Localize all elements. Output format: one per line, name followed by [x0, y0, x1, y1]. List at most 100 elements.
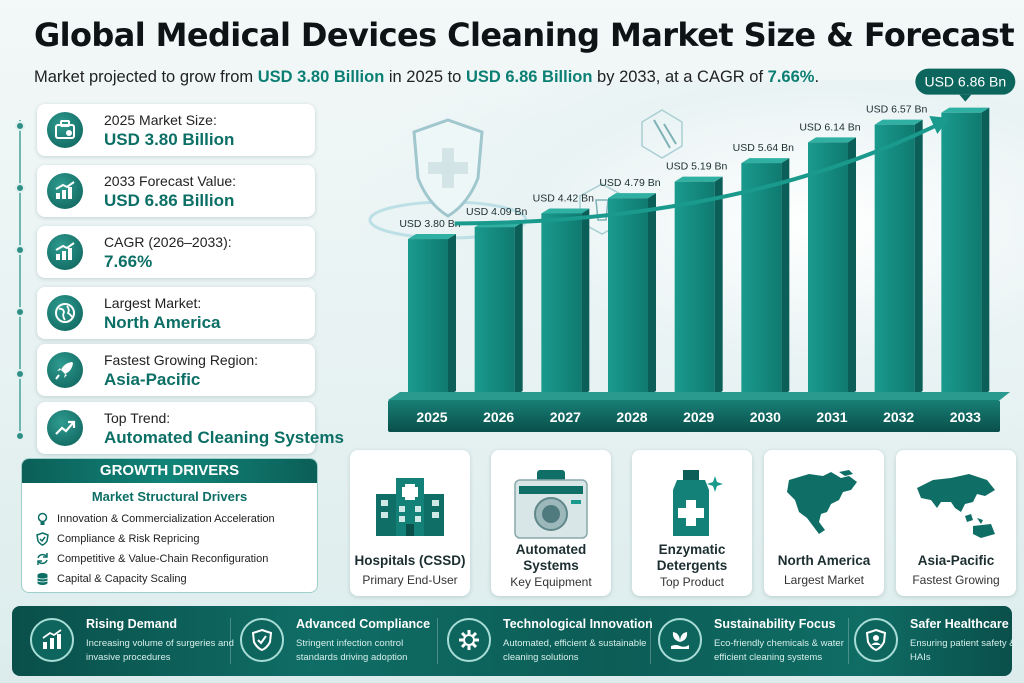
globe-icon	[47, 295, 83, 331]
stat-card-largest-market: Largest Market: North America	[37, 287, 315, 339]
segment-desc: Top Product	[659, 575, 725, 589]
trend-arrow-head	[929, 116, 950, 134]
timeline-dot	[15, 121, 25, 131]
footer-item-desc: Stringent infection control standards dr…	[296, 638, 408, 663]
x-tick-2033: 2033	[950, 409, 981, 425]
footer-divider	[437, 618, 438, 664]
footer-item-desc: Eco-friendly chemicals & water efficient…	[714, 638, 844, 663]
bar-top	[408, 234, 456, 240]
growth-trend-arrow	[454, 116, 950, 226]
stat-label: Largest Market:	[104, 295, 202, 311]
x-tick-2031: 2031	[816, 409, 847, 425]
bar-2029	[674, 176, 723, 396]
timeline-dot	[15, 431, 25, 441]
data-label-2031: USD 6.14 Bn	[799, 121, 860, 133]
footer-divider	[848, 618, 849, 664]
gear-icon	[447, 618, 491, 662]
bar-side	[448, 234, 456, 396]
x-tick-2027: 2027	[550, 409, 581, 425]
footer-item-desc: Ensuring patient safety & reducing HAIs	[910, 638, 1024, 663]
footer-item-title: Advanced Compliance	[296, 617, 431, 631]
growth-chart-icon	[47, 173, 83, 209]
bar-side	[781, 158, 790, 396]
shield-check-icon	[36, 532, 49, 546]
bar-front	[741, 163, 782, 396]
stat-label: 2033 Forecast Value:	[104, 173, 237, 189]
detergent-bottle-icon	[632, 464, 752, 544]
stat-label: CAGR (2026–2033):	[104, 234, 232, 250]
segment-card-enzymatic-detergents: Enzymatic Detergents Top Product	[632, 450, 752, 596]
bar-top	[674, 176, 723, 182]
stat-card-cagr: CAGR (2026–2033): 7.66%	[37, 226, 315, 278]
stat-card-top-trend: Top Trend: Automated Cleaning Systems	[37, 402, 344, 454]
data-label-2028: USD 4.79 Bn	[599, 177, 660, 189]
briefcase-icon	[47, 112, 83, 148]
data-label-2029: USD 5.19 Bn	[666, 161, 727, 173]
driver-item: Capital & Capacity Scaling	[36, 572, 187, 586]
bar-top	[874, 119, 923, 125]
footer-item-title: Safer Healthcare	[910, 617, 1009, 631]
data-label-2025: USD 3.80 Bn	[399, 218, 460, 230]
patient-shield-icon	[854, 618, 898, 662]
stat-card-2033-forecast: 2033 Forecast Value: USD 6.86 Billion	[37, 165, 315, 217]
bar-2027	[541, 208, 590, 396]
stats-timeline	[19, 120, 21, 440]
coins-icon	[37, 573, 48, 585]
x-tick-2028: 2028	[616, 409, 647, 425]
bar-2032	[874, 119, 923, 396]
bar-side	[581, 208, 590, 396]
highlight-badge-pointer	[959, 94, 972, 102]
footer-divider	[650, 618, 651, 664]
lightbulb-icon	[37, 512, 48, 525]
bar-front	[674, 181, 715, 396]
bar-side	[714, 176, 723, 396]
segment-card-asia-pacific: Asia-Pacific Fastest Growing	[896, 450, 1016, 596]
segment-card-automated-systems: Automated Systems Key Equipment	[491, 450, 611, 596]
segment-desc: Primary End-User	[362, 573, 458, 587]
segment-name: Asia-Pacific	[917, 553, 995, 568]
segment-name: Hospitals (CSSD)	[354, 553, 466, 568]
bar-2031	[808, 137, 856, 396]
x-tick-2030: 2030	[750, 409, 781, 425]
bar-growth-icon	[30, 618, 74, 662]
bar-top	[808, 137, 856, 143]
bar-front	[474, 227, 515, 396]
segment-card-north-america: North America Largest Market	[764, 450, 884, 596]
bar-front	[408, 239, 448, 396]
growth-chart-icon	[47, 234, 83, 270]
segment-name: North America	[777, 553, 871, 568]
trend-arrow-line	[454, 120, 945, 226]
shield-check-icon	[240, 618, 284, 662]
footer-divider	[230, 618, 231, 664]
bar-front	[808, 142, 848, 396]
bar-side	[648, 193, 656, 396]
segment-name: Automated Systems	[515, 542, 587, 573]
leaf-hand-icon	[658, 618, 702, 662]
segment-name: Enzymatic Detergents	[656, 542, 728, 573]
bar-top	[941, 107, 990, 113]
stat-card-fastest-growing: Fastest Growing Region: Asia-Pacific	[37, 344, 315, 396]
stat-value: North America	[104, 313, 221, 332]
stat-value: Automated Cleaning Systems	[104, 428, 344, 447]
bar-front	[874, 124, 915, 396]
bar-top	[741, 158, 790, 164]
refresh-icon	[37, 553, 48, 565]
bar-2030	[741, 158, 790, 396]
bar-front	[541, 213, 582, 396]
data-label-2030: USD 5.64 Bn	[733, 142, 794, 154]
rocket-icon	[47, 352, 83, 388]
washer-disinfector-icon	[491, 464, 611, 544]
bar-side	[848, 137, 856, 396]
subtitle-cagr-value: 7.66%	[767, 68, 815, 86]
highlight-badge-bg	[915, 68, 1016, 95]
bar-2033	[941, 107, 990, 396]
bar-front	[608, 198, 648, 396]
timeline-dot	[15, 307, 25, 317]
bar-side	[914, 119, 923, 396]
x-tick-2026: 2026	[483, 409, 514, 425]
growth-drivers-subheader: Market Structural Drivers	[91, 489, 248, 504]
highlight-label-badge: USD 6.86 Bn	[915, 68, 1016, 102]
footer-item-title: Technological Innovation	[503, 617, 653, 631]
page-subtitle: Market projected to grow from USD 3.80 B…	[34, 68, 820, 86]
bar-top	[541, 208, 590, 214]
